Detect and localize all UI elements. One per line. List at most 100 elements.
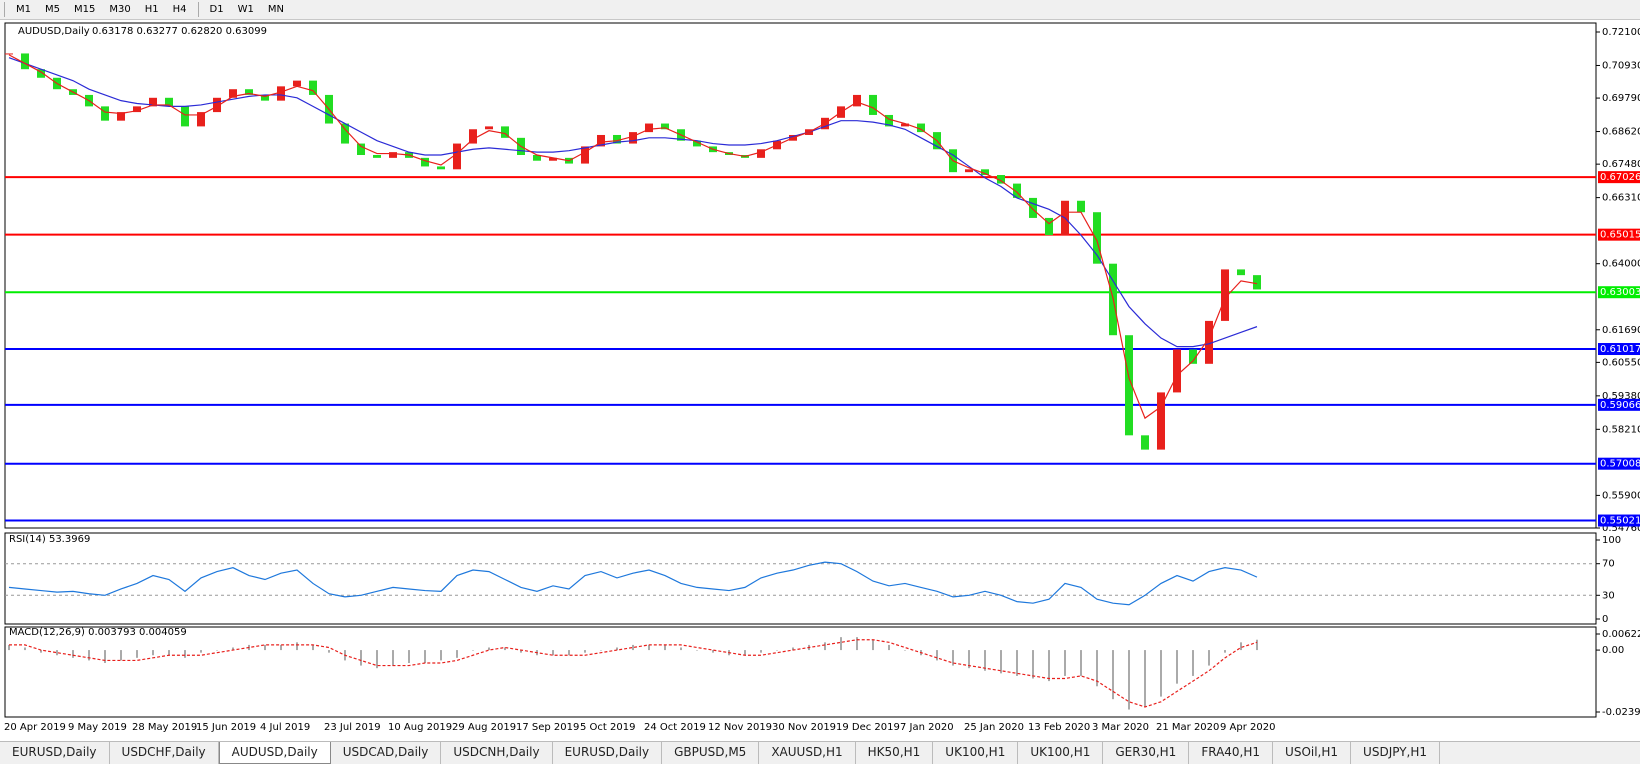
y-tick-label: 0.66310 xyxy=(1602,193,1640,204)
candle xyxy=(213,97,221,113)
histogram-bar xyxy=(600,650,602,651)
candle xyxy=(757,149,765,158)
histogram-bar xyxy=(936,650,938,661)
timeframe-button[interactable]: W1 xyxy=(237,4,254,15)
level-label: 0.61017 xyxy=(1600,344,1640,355)
x-tick-label: 28 May 2019 xyxy=(132,722,197,733)
histogram-bar xyxy=(1144,650,1146,707)
panel-frame xyxy=(4,532,1597,625)
tab[interactable]: UK100,H1 xyxy=(933,742,1019,764)
histogram-bar xyxy=(1064,650,1066,676)
x-tick-label: 5 Oct 2019 xyxy=(580,722,635,733)
candle xyxy=(661,123,669,130)
candle xyxy=(917,123,925,133)
x-tick-label: 29 Aug 2019 xyxy=(452,722,516,733)
histogram-bar xyxy=(152,650,154,656)
histogram-bar xyxy=(824,642,826,651)
histogram-bar xyxy=(952,650,954,666)
histogram-bar xyxy=(8,644,10,651)
timeframe-button[interactable]: H4 xyxy=(172,4,187,15)
y-tick-label: -0.023959 xyxy=(1602,707,1640,718)
tab[interactable]: FRA40,H1 xyxy=(1189,742,1274,764)
histogram-bar xyxy=(376,650,378,669)
indicator-title: RSI(14) 53.3969 xyxy=(9,534,90,545)
histogram-bar xyxy=(424,650,426,663)
timeframe-button[interactable]: M5 xyxy=(45,4,60,15)
timeframe-button[interactable]: D1 xyxy=(209,4,224,15)
histogram-bar xyxy=(792,647,794,651)
candle xyxy=(101,106,109,121)
histogram-bar xyxy=(888,644,890,651)
histogram-bar xyxy=(1000,650,1002,674)
tab[interactable]: EURUSD,Daily xyxy=(0,742,110,764)
level-label: 0.59066 xyxy=(1600,400,1640,411)
rsi-line xyxy=(8,561,1258,606)
tab[interactable]: USOil,H1 xyxy=(1273,742,1352,764)
histogram-bar xyxy=(1192,650,1194,676)
candle xyxy=(693,140,701,147)
x-tick-label: 3 Mar 2020 xyxy=(1092,722,1149,733)
candle xyxy=(1013,183,1021,198)
timeframe-button[interactable]: M1 xyxy=(16,4,31,15)
histogram-bar xyxy=(680,647,682,651)
candle xyxy=(5,53,13,55)
candle xyxy=(597,134,605,147)
timeframe-button[interactable]: M15 xyxy=(74,4,96,15)
histogram-bar xyxy=(72,650,74,658)
histogram-bar xyxy=(648,644,650,651)
timeframe-button[interactable]: H1 xyxy=(144,4,159,15)
tab[interactable]: GBPUSD,M5 xyxy=(662,742,760,764)
candle xyxy=(133,106,141,113)
candle xyxy=(1045,217,1053,236)
y-tick-label: 0.64000 xyxy=(1602,259,1640,270)
candle xyxy=(309,80,317,95)
histogram-bar xyxy=(712,650,714,653)
level-tag xyxy=(1598,171,1640,184)
tab[interactable]: AUDUSD,Daily xyxy=(218,742,331,764)
histogram-bar xyxy=(1176,650,1178,684)
tab[interactable]: USDCNH,Daily xyxy=(441,742,553,764)
tab[interactable]: EURUSD,Daily xyxy=(553,742,663,764)
x-tick-label: 12 Nov 2019 xyxy=(708,722,772,733)
histogram-bar xyxy=(360,650,362,666)
panel-frame xyxy=(4,22,1597,529)
histogram-bar xyxy=(88,650,90,661)
tab[interactable]: HK50,H1 xyxy=(856,742,934,764)
x-tick-label: 25 Jan 2020 xyxy=(964,722,1024,733)
x-tick-label: 9 Apr 2020 xyxy=(1220,722,1275,733)
x-tick-label: 13 Feb 2020 xyxy=(1028,722,1090,733)
candle xyxy=(485,126,493,130)
candle xyxy=(165,97,173,107)
histogram-bar xyxy=(552,650,554,656)
candle xyxy=(37,69,45,78)
chart-ohlc: 0.63178 0.63277 0.62820 0.63099 xyxy=(92,26,267,37)
candle xyxy=(629,132,637,144)
tab[interactable]: GER30,H1 xyxy=(1103,742,1190,764)
timeframe-button[interactable]: M30 xyxy=(109,4,131,15)
histogram-bar xyxy=(616,647,618,651)
candle xyxy=(853,94,861,107)
tab[interactable]: USDCHF,Daily xyxy=(110,742,219,764)
histogram-bar xyxy=(1016,650,1018,676)
candle xyxy=(645,123,653,133)
histogram-bar xyxy=(296,642,298,651)
tab[interactable]: UK100,H1 xyxy=(1018,742,1104,764)
candle xyxy=(965,169,973,173)
histogram-bar xyxy=(40,650,42,653)
candle xyxy=(901,123,909,127)
tab[interactable]: USDCAD,Daily xyxy=(331,742,442,764)
candle xyxy=(581,146,589,164)
histogram-bar xyxy=(264,644,266,651)
x-tick-label: 23 Jul 2019 xyxy=(324,722,381,733)
histogram-bar xyxy=(136,650,138,658)
candle xyxy=(1237,269,1245,276)
histogram-bar xyxy=(1224,650,1226,653)
histogram-bar xyxy=(456,650,458,658)
indicator-title: MACD(12,26,9) 0.003793 0.004059 xyxy=(9,627,187,638)
timeframe-button[interactable]: MN xyxy=(267,4,284,15)
histogram-bar xyxy=(872,639,874,651)
tab[interactable]: USDJPY,H1 xyxy=(1351,742,1441,764)
moving-average xyxy=(8,54,1258,420)
tab[interactable]: XAUUSD,H1 xyxy=(759,742,856,764)
histogram-bar xyxy=(232,647,234,651)
